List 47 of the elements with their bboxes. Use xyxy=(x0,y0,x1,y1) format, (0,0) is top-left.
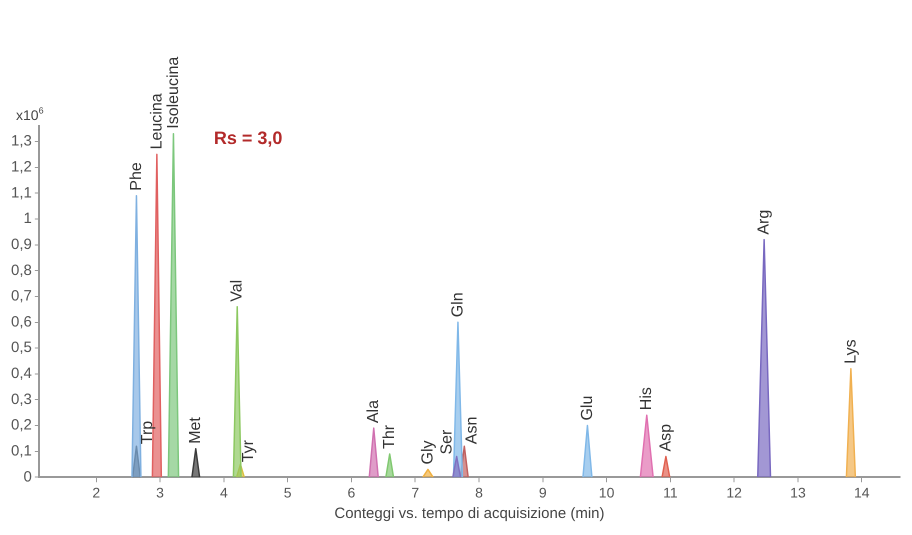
y-tick-label: 1,3 xyxy=(10,132,32,150)
text: Leucina xyxy=(148,93,166,150)
y-tick-label: 0,6 xyxy=(10,313,32,330)
x-tick-label: 12 xyxy=(726,484,742,500)
text: Met xyxy=(187,416,204,444)
y-tick-label: 1 xyxy=(24,210,32,228)
y-tick-label: 1,1 xyxy=(10,184,32,202)
x-tick-label: 3 xyxy=(156,484,164,500)
x-tick-label: 4 xyxy=(220,484,228,500)
text: Arg xyxy=(756,210,773,235)
text: Thr xyxy=(381,424,398,449)
x-tick-label: 5 xyxy=(284,484,292,500)
y-tick-label: 0,5 xyxy=(10,339,32,356)
x-tick-label: 9 xyxy=(538,484,547,500)
text: Asn xyxy=(464,416,481,444)
text: Phe xyxy=(128,162,145,191)
x-tick-label: 11 xyxy=(663,484,678,500)
text: Ser xyxy=(438,428,456,455)
x-tick-label: 7 xyxy=(411,484,420,500)
y-tick-label: 0,9 xyxy=(10,236,32,253)
y-tick-label: 0,7 xyxy=(10,288,32,305)
text: Gln xyxy=(449,292,466,318)
x-tick-label: 10 xyxy=(598,484,615,500)
text: Trp xyxy=(138,420,156,444)
annotation: Rs = 3,0 xyxy=(214,128,282,148)
y-tick-label: 0,8 xyxy=(10,262,32,279)
text: Isoleucina xyxy=(164,56,182,129)
text: Gly xyxy=(419,440,436,464)
x-axis-title: Conteggi vs. tempo di acquisizione (min) xyxy=(334,505,604,522)
x-tick-label: 6 xyxy=(348,484,356,500)
x-tick-label: 8 xyxy=(475,484,484,500)
y-tick-label: 0 xyxy=(24,468,32,486)
text: Asp xyxy=(657,424,674,452)
x-tick-label: 13 xyxy=(790,484,806,500)
text: His xyxy=(638,387,656,410)
y-tick-label: 0,4 xyxy=(10,365,32,382)
text: Val xyxy=(228,280,246,302)
text: Lys xyxy=(842,339,860,364)
y-tick-label: 0,2 xyxy=(10,416,32,434)
text: Tyr xyxy=(240,439,257,462)
x-tick-label: 14 xyxy=(854,484,870,500)
x-tick-label: 2 xyxy=(92,484,100,500)
y-tick-label: 1,2 xyxy=(10,158,32,176)
y-tick-label: 0,3 xyxy=(10,390,32,408)
y-tick-label: 0,1 xyxy=(10,442,32,460)
text: Ala xyxy=(365,400,382,424)
text: Glu xyxy=(578,396,596,421)
